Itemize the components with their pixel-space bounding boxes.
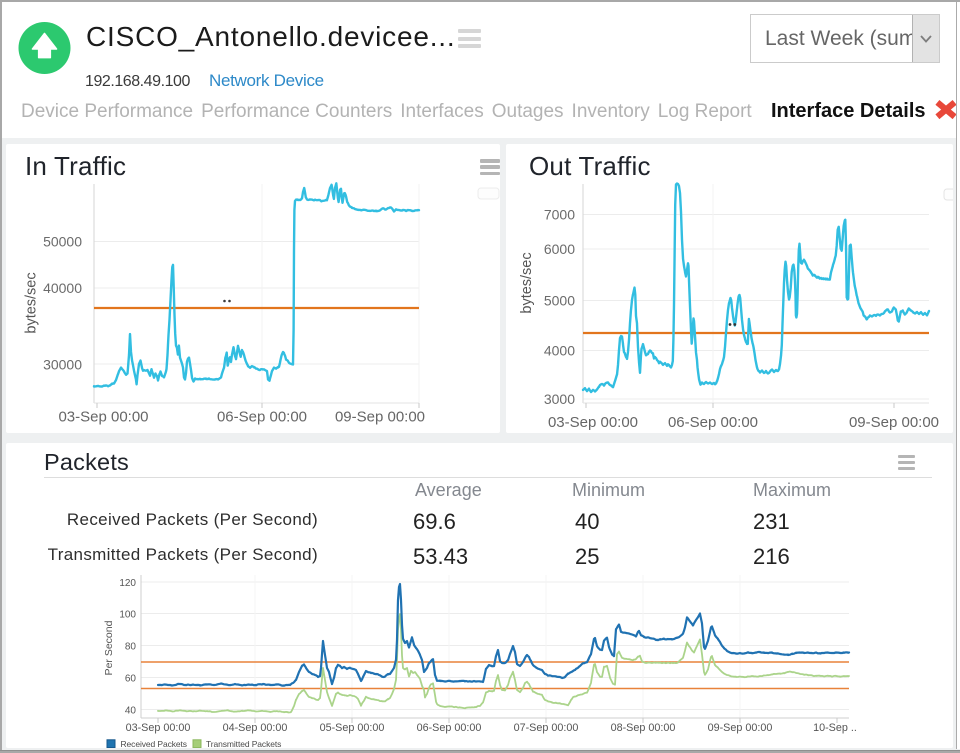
svg-text:03-Sep 00:00: 03-Sep 00:00 xyxy=(58,409,148,426)
svg-text:06-Sep 00:00: 06-Sep 00:00 xyxy=(668,414,758,431)
svg-text:03-Sep 00:00: 03-Sep 00:00 xyxy=(126,722,191,734)
svg-text:30000: 30000 xyxy=(43,357,82,373)
svg-text:40: 40 xyxy=(125,706,137,717)
svg-text:bytes/sec: bytes/sec xyxy=(24,272,40,333)
svg-text:100: 100 xyxy=(119,610,136,621)
svg-text:5000: 5000 xyxy=(544,293,575,309)
svg-text:09-Sep 00:00: 09-Sep 00:00 xyxy=(849,414,939,431)
svg-text:10-Sep ..: 10-Sep .. xyxy=(813,722,857,734)
svg-text:04-Sep 00:00: 04-Sep 00:00 xyxy=(223,722,288,734)
svg-text:bytes/sec: bytes/sec xyxy=(519,252,535,313)
svg-text:80: 80 xyxy=(125,642,137,653)
svg-text:09-Sep 00:00: 09-Sep 00:00 xyxy=(708,722,773,734)
svg-text:08-Sep 00:00: 08-Sep 00:00 xyxy=(611,722,676,734)
svg-text:40000: 40000 xyxy=(43,280,82,296)
svg-text:Received Packets: Received Packets xyxy=(121,739,187,748)
svg-text:03-Sep 00:00: 03-Sep 00:00 xyxy=(548,414,638,431)
svg-text:07-Sep 00:00: 07-Sep 00:00 xyxy=(514,722,579,734)
svg-text:3000: 3000 xyxy=(544,391,575,407)
svg-text:6000: 6000 xyxy=(544,241,575,257)
svg-text:4000: 4000 xyxy=(544,343,575,359)
svg-text:7000: 7000 xyxy=(544,207,575,223)
svg-text:Transmitted Packets: Transmitted Packets xyxy=(206,739,281,748)
svg-text:50000: 50000 xyxy=(43,234,82,250)
svg-text:05-Sep 00:00: 05-Sep 00:00 xyxy=(320,722,385,734)
svg-text:60: 60 xyxy=(125,674,137,685)
svg-text:06-Sep 00:00: 06-Sep 00:00 xyxy=(417,722,482,734)
svg-text:Per Second: Per Second xyxy=(103,620,115,675)
svg-text:120: 120 xyxy=(119,578,136,589)
svg-text:09-Sep 00:00: 09-Sep 00:00 xyxy=(335,409,425,426)
svg-text:06-Sep 00:00: 06-Sep 00:00 xyxy=(217,409,307,426)
